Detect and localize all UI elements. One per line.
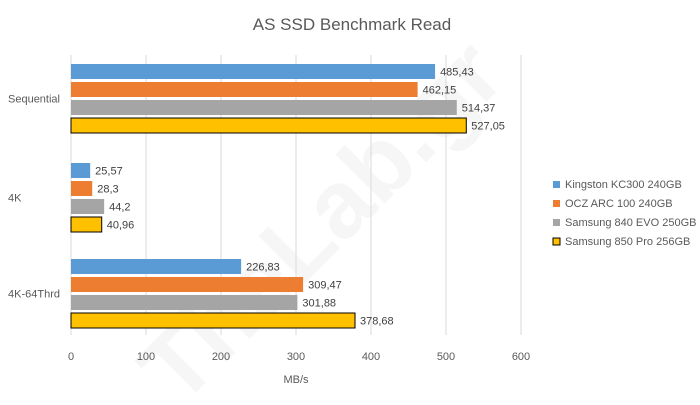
bar-sequential-samsung-840-evo-250gb [71, 100, 457, 115]
bar-4k-samsung-840-evo-250gb [71, 199, 105, 214]
legend-label-samsung-850-pro-256gb: Samsung 850 Pro 256GB [565, 236, 690, 248]
bar-4k-64thrd-samsung-850-pro-256gb [70, 312, 356, 329]
x-tick-label: 500 [437, 351, 455, 363]
bar-sequential-ocz-arc-100-240gb [71, 82, 418, 97]
legend-swatch-samsung-850-pro-256gb [552, 237, 561, 246]
bar-4k-64thrd-samsung-840-evo-250gb [71, 295, 298, 310]
labels-layer: 485,43 462,15 514,37 527,05 25,57 28,3 44,2 40,… [95, 67, 505, 328]
x-axis-title: MB/s [283, 374, 309, 386]
x-tick-label: 300 [287, 351, 305, 363]
bar-sequential-samsung-850-pro-256gb [70, 117, 467, 134]
legend-label-samsung-840-evo-250gb: Samsung 840 EVO 250GB [565, 217, 696, 229]
x-tick-label: 400 [362, 351, 380, 363]
x-tick-label: 600 [512, 351, 530, 363]
data-label: 527,05 [471, 121, 505, 133]
data-label: 301,88 [302, 298, 336, 310]
category-label-sequential: Sequential [8, 94, 60, 106]
data-label: 44,2 [109, 202, 130, 214]
legend: Kingston KC300 240GB OCZ ARC 100 240GB Sam… [552, 179, 696, 248]
data-label: 226,83 [246, 262, 280, 274]
legend-label-ocz-arc-100-240gb: OCZ ARC 100 240GB [565, 198, 673, 210]
x-tick-label: 0 [68, 351, 74, 363]
bar-4k-kingston-kc300-240gb [71, 163, 91, 178]
bar-4k-ocz-arc-100-240gb [71, 181, 93, 196]
data-label: 309,47 [308, 280, 342, 292]
x-tick-label: 100 [137, 351, 155, 363]
legend-swatch-ocz-arc-100-240gb [553, 200, 560, 207]
legend-label-kingston-kc300-240gb: Kingston KC300 240GB [565, 179, 682, 191]
x-tick-label: 200 [212, 351, 230, 363]
data-label: 25,57 [95, 166, 123, 178]
bar-4k-64thrd-kingston-kc300-240gb [71, 259, 242, 274]
data-label: 40,96 [107, 220, 135, 232]
data-label: 378,68 [360, 316, 394, 328]
data-label: 28,3 [97, 184, 118, 196]
legend-swatch-kingston-kc300-240gb [553, 181, 560, 188]
bar-4k-samsung-850-pro-256gb [70, 216, 103, 233]
data-label: 514,37 [462, 103, 496, 115]
bar-sequential-kingston-kc300-240gb [71, 64, 436, 79]
data-label: 485,43 [440, 67, 474, 79]
data-label: 462,15 [423, 85, 457, 97]
legend-swatch-samsung-840-evo-250gb [553, 219, 560, 226]
bars-layer [70, 64, 467, 329]
category-label-4k: 4K [8, 193, 22, 205]
chart-title: AS SSD Benchmark Read [253, 15, 451, 34]
category-label-4k-64thrd: 4K-64Thrd [8, 289, 60, 301]
axis-layer: 0 100 200 300 400 500 600 Sequential 4K 4K-64Thrd [8, 94, 530, 364]
bar-4k-64thrd-ocz-arc-100-240gb [71, 277, 304, 292]
